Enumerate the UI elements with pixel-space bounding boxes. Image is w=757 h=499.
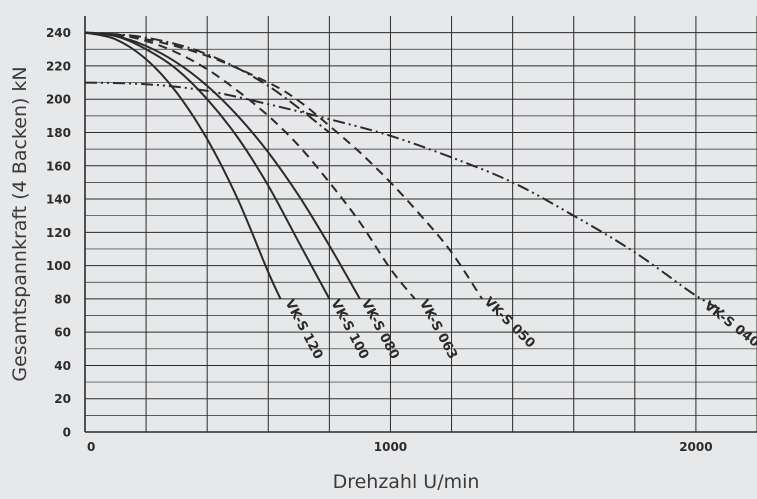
y-tick-label: 0 — [63, 426, 71, 440]
y-tick-label: 40 — [54, 359, 71, 373]
x-tick-label: 1000 — [374, 440, 407, 454]
y-tick-label: 20 — [54, 392, 71, 406]
curve-label: VK-S 040 — [701, 299, 757, 351]
y-tick-label: 160 — [46, 159, 71, 173]
x-tick-label: 2000 — [679, 440, 712, 454]
y-tick-label: 60 — [54, 326, 71, 340]
y-tick-label: 120 — [46, 226, 71, 240]
y-tick-label: 240 — [46, 26, 71, 40]
series-line-vk-s-050 — [84, 31, 483, 300]
curve-label: VK-S 063 — [416, 297, 460, 362]
extra-curve-0 — [84, 31, 331, 134]
curve-label: VK-S 050 — [481, 294, 538, 351]
y-tick-label: 200 — [46, 93, 71, 107]
y-tick-label: 220 — [46, 59, 71, 73]
tick-labels: 0 20 40 60 80 100 120 140 160 180 200 220 240 0 1000 20… — [46, 26, 713, 454]
y-tick-label: 100 — [46, 259, 71, 273]
curves — [84, 31, 727, 314]
x-tick-label: 0 — [87, 440, 95, 454]
y-tick-label: 80 — [54, 292, 71, 306]
y-tick-label: 180 — [46, 126, 71, 140]
x-axis-title: Drehzahl U/min — [333, 471, 480, 493]
series-line-vk-s-120 — [84, 31, 282, 300]
curve-label: VK-S 120 — [282, 297, 326, 362]
series-line-vk-s-080 — [84, 31, 361, 300]
y-axis-title: Gesamtspannkraft (4 Backen) kN — [9, 66, 31, 381]
series-line-vk-s-063 — [84, 31, 416, 300]
series-line-vk-s-040 — [84, 81, 727, 314]
y-tick-label: 140 — [46, 193, 71, 207]
